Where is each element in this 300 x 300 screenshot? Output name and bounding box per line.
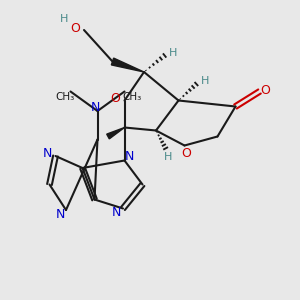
Text: N: N [112,206,121,219]
Text: H: H [59,14,68,25]
Text: O: O [71,22,80,35]
Polygon shape [111,58,144,72]
Text: O: O [260,83,270,97]
Text: H: H [200,76,209,86]
Text: H: H [164,152,172,162]
Text: O: O [111,92,120,106]
Text: CH₃: CH₃ [122,92,142,102]
Text: H: H [169,47,177,58]
Text: N: N [125,150,135,164]
Text: N: N [90,101,100,114]
Text: N: N [42,147,52,160]
Text: CH₃: CH₃ [56,92,75,102]
Text: O: O [181,147,191,161]
Text: N: N [56,208,65,221]
Polygon shape [107,128,124,139]
